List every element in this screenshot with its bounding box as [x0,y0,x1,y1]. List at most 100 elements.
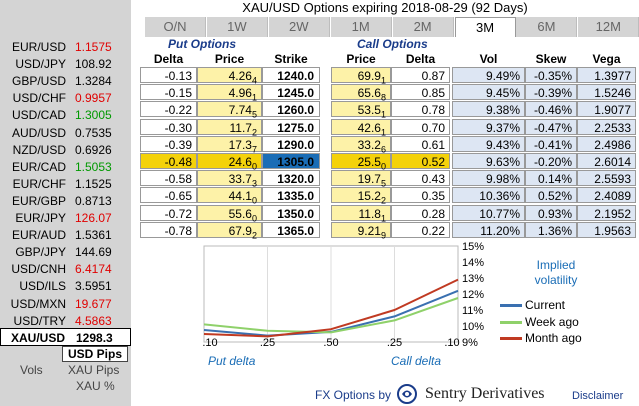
cell-strike: 1335.0 [262,187,320,204]
cell-subdigit: 8 [380,92,386,103]
pair-value: 3.5951 [75,279,112,294]
cell-value: 2.2533 [594,120,631,135]
tab-2m[interactable]: 2M [392,17,454,37]
cell-value: 1320.0 [277,172,314,187]
pair-name: USD/CNH [11,262,66,277]
cell-value: 0.78 [421,103,445,118]
cell-value: 10.36% [479,189,520,204]
cell-value: -0.78 [164,223,192,238]
cell-value: 67.9 [228,223,252,238]
implied-volatility-chart: .10 .25 .50 .25 .10 15% 14% 13% 12% 11% 10% 9% [196,240,639,370]
tab-12m[interactable]: 12M [578,17,639,37]
cell-value: 9.21 [357,223,381,238]
pair-row[interactable]: GBP/USD 1.3284 [0,71,131,90]
cell-put-delta: -0.72 [140,204,197,221]
column-header: Price [214,52,245,66]
y-tick-label: 13% [462,273,484,285]
cell-value: 0.28 [421,206,445,221]
selected-pair-row[interactable]: XAU/USD 1298.3 [0,328,131,346]
cell-put-price: 11.72 [197,118,262,137]
cell-skew: 0.52% [525,187,577,204]
cell-vega: 1.3977 [577,67,636,83]
cell-value: -0.65 [164,189,192,204]
page-title: XAU/USD Options expiring 2018-08-29 (92 … [242,0,528,15]
pair-row[interactable]: USD/CAD 1.3005 [0,105,131,124]
cell-call-delta: 0.52 [391,153,450,169]
cell-subdigit: 1 [380,75,386,86]
pair-row[interactable]: USD/TRY 4.5863 [0,311,131,330]
xau-percent-button[interactable]: XAU % [76,379,115,393]
cell-value: 1.3977 [594,69,631,83]
tab-1m[interactable]: 1M [330,17,392,37]
cell-value: 4.26 [228,69,252,83]
cell-put-price: 67.92 [197,221,262,240]
pair-value: 0.6926 [75,142,112,157]
pair-row[interactable]: EUR/GBP 0.8713 [0,191,131,210]
cell-value: 1290.0 [277,137,314,152]
pair-row[interactable]: GBP/JPY 144.69 [0,242,131,261]
cell-call-price: 9.219 [331,221,391,240]
x-tick-label: .50 [323,337,338,349]
y-tick-label: 15% [462,241,484,253]
cell-put-price: 17.37 [197,135,262,154]
pair-row[interactable]: USD/ILS 3.5951 [0,276,131,295]
cell-vol: 9.37% [452,118,525,135]
pair-row[interactable]: EUR/CHF 1.1525 [0,174,131,193]
cell-vega: 2.4986 [577,135,636,152]
x-tick-label: .25 [260,337,275,349]
cell-skew: -0.35% [525,67,577,83]
cell-value: 42.6 [357,120,381,135]
pair-row[interactable]: USD/CNH 6.4174 [0,259,131,278]
pair-row[interactable]: USD/MXN 19.677 [0,294,131,313]
pair-row[interactable]: EUR/USD 1.1575 [0,37,131,56]
pair-row[interactable]: USD/JPY 108.92 [0,54,131,73]
cell-strike: 1365.0 [262,221,320,238]
pair-value: 6.4174 [75,262,112,277]
tenor-tabs: O/N 1W 2W 1M 2M 3M 6M 12M [145,17,639,37]
selected-pair-value: 1298.3 [76,331,113,345]
disclaimer-link[interactable]: Disclaimer [572,390,624,402]
chart-legend-title: Implied volatility [534,258,578,287]
cell-value: 9.37% [485,120,520,135]
pair-value: 1.1575 [75,40,112,54]
tab-1w[interactable]: 1W [206,17,268,37]
cell-value: 1245.0 [277,86,314,101]
tab-6m[interactable]: 6M [516,17,578,37]
cell-value: -0.72 [164,206,192,221]
vols-button[interactable]: Vols [20,363,43,377]
pair-name: USD/CAD [11,108,66,123]
cell-value: 0.87 [421,69,445,83]
tab-2w[interactable]: 2W [268,17,330,37]
x-tick-label: .25 [387,337,402,349]
cell-strike: 1290.0 [262,135,320,152]
pair-row[interactable]: EUR/CAD 1.5053 [0,157,131,176]
cell-subdigit: 1 [380,109,386,120]
column-header: Strike [274,52,308,66]
cell-value: 9.98% [485,172,520,187]
column-header: Vega [592,52,621,66]
y-tick-label: 11% [462,305,483,317]
put-options-header: Put Options [168,37,236,51]
cell-value: -0.41% [533,137,572,152]
xau-pips-button[interactable]: XAU Pips [68,363,120,377]
pair-value: 108.92 [75,57,112,72]
cell-value: 55.6 [228,206,252,221]
tab-3m[interactable]: 3M [454,17,516,37]
tab-on[interactable]: O/N [145,17,206,37]
cell-value: 24.6 [228,155,252,169]
cell-subdigit: 5 [380,178,386,189]
cell-subdigit: 6 [380,144,386,155]
call-delta-axis-label: Call delta [391,354,442,368]
cell-call-price: 19.75 [331,170,391,189]
usd-pips-button[interactable]: USD Pips [62,346,128,362]
pair-value: 1.3284 [75,74,112,89]
pair-row[interactable]: AUD/USD 0.7535 [0,123,131,142]
cell-vol: 10.77% [452,204,525,221]
pair-name: EUR/CAD [11,159,66,174]
pair-row[interactable]: NZD/USD 0.6926 [0,140,131,159]
pair-row[interactable]: EUR/AUD 1.5361 [0,225,131,244]
pair-row[interactable]: EUR/JPY 126.07 [0,208,131,227]
cell-value: 2.1952 [594,206,631,221]
pair-row[interactable]: USD/CHF 0.9957 [0,88,131,107]
cell-value: 0.52% [537,189,572,204]
